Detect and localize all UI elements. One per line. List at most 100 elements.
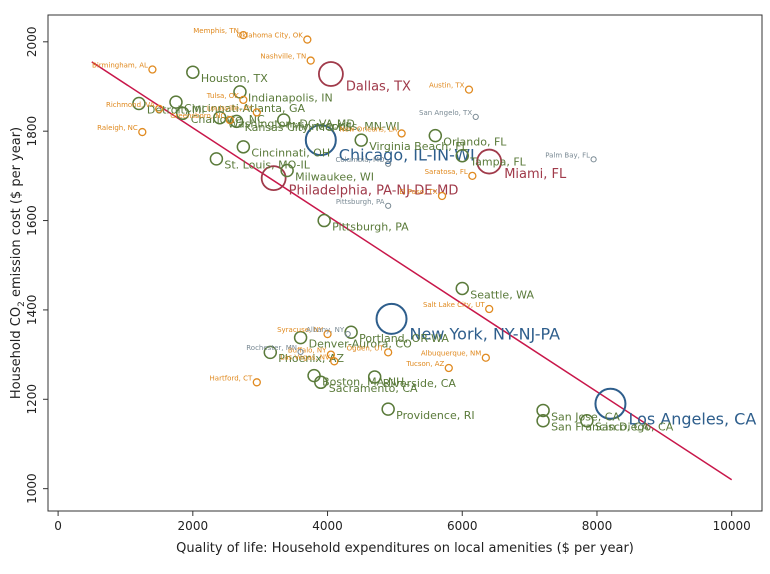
- point-label: Providence, RI: [396, 409, 474, 422]
- point-label: Albany, NY: [306, 326, 345, 334]
- point-marker: [236, 140, 251, 154]
- point-marker: [252, 108, 261, 117]
- point-marker: [536, 413, 550, 428]
- point-label: Philadelphia, PA-NJ-DE-MD: [289, 184, 459, 199]
- point-label: Tucson, AZ: [405, 360, 444, 368]
- point-marker: [594, 387, 627, 420]
- point-label: Las Vegas, NV: [280, 353, 330, 361]
- point-label: Virginia Beach, FL: [369, 140, 468, 153]
- point-marker: [317, 213, 331, 228]
- point-marker: [367, 370, 382, 384]
- x-tick-label: 10000: [713, 519, 751, 533]
- point-marker: [437, 191, 447, 201]
- y-axis-ticks: 1000 1200 1400 1600 1800 2000: [25, 27, 48, 504]
- point-marker: [277, 113, 291, 127]
- point-label: Cincinnati, OH: [251, 147, 330, 160]
- point-label: Richmond, VA: [106, 101, 155, 109]
- point-label: Oklahoma City, OK: [237, 32, 304, 40]
- point-marker: [428, 128, 443, 143]
- point-label: Albuquerque, NM: [421, 350, 481, 358]
- point-marker: [318, 61, 344, 87]
- point-label: Pittsburgh, PA: [336, 198, 385, 206]
- point-marker: [239, 95, 248, 105]
- point-marker: [293, 330, 308, 345]
- point-label: Pittsburgh, PA: [332, 220, 409, 233]
- point-marker: [239, 30, 248, 40]
- point-marker: [229, 114, 244, 129]
- point-marker: [468, 171, 477, 181]
- point-marker: [464, 85, 474, 94]
- point-label: New Orleans, LA: [339, 125, 397, 133]
- point-label: Sacramento, CA: [329, 382, 418, 395]
- point-marker: [175, 106, 190, 121]
- point-marker: [384, 348, 393, 357]
- point-marker: [385, 160, 392, 167]
- x-axis-label: Quality of life: Household expenditures …: [176, 541, 634, 556]
- point-label: Buffalo, NY: [288, 347, 327, 355]
- point-label: Saratosa, FL: [425, 168, 468, 176]
- point-marker: [444, 363, 453, 373]
- point-marker: [314, 375, 328, 390]
- point-label: Columbia, MO: [335, 156, 385, 164]
- point-label: Charlotte, NC: [191, 113, 265, 126]
- y-tick-label: 1200: [25, 384, 39, 415]
- point-marker: [397, 129, 406, 138]
- point-label: St. Louis, MO-IL: [224, 159, 310, 172]
- point-marker: [186, 65, 200, 79]
- x-tick-label: 2000: [178, 519, 209, 533]
- point-label: Orlando, FL: [443, 135, 507, 148]
- point-label: San Diego, CA: [595, 421, 674, 434]
- point-marker: [303, 35, 312, 44]
- y-axis-label: Household CO2 emission cost ($ per year): [9, 127, 27, 399]
- y-axis-label-rest: emission cost ($ per year): [9, 127, 24, 301]
- y-tick-label: 1800: [25, 116, 39, 147]
- x-tick-label: 6000: [447, 519, 478, 533]
- point-label: San Francisco, CA: [551, 421, 649, 434]
- point-marker: [455, 149, 470, 163]
- point-marker: [472, 113, 479, 120]
- y-axis-label-main: Household CO: [9, 307, 24, 399]
- point-label: Louisville, KY: [207, 104, 253, 112]
- point-marker: [476, 148, 503, 175]
- point-label: Nashville, TN: [260, 53, 306, 61]
- point-marker: [485, 304, 494, 314]
- point-label: Kansas City, MO-KS: [245, 121, 353, 134]
- x-tick-label: 8000: [582, 519, 613, 533]
- point-label: Portland, OR-WA: [359, 332, 449, 345]
- point-marker: [330, 357, 339, 366]
- y-axis-label-subscript: 2: [17, 301, 27, 307]
- point-marker: [209, 152, 224, 166]
- point-marker: [213, 111, 227, 125]
- point-label: Washington, DC-VA-MD: [228, 118, 355, 131]
- point-label: Milwaukee, WI: [295, 170, 374, 183]
- point-label: Miami, FL: [504, 167, 567, 182]
- point-marker: [263, 345, 278, 360]
- point-marker: [169, 95, 183, 109]
- point-label: Tampa, FL: [469, 156, 526, 169]
- point-label: Seattle, WA: [470, 288, 534, 301]
- point-label: Hartford, CT: [210, 374, 253, 382]
- point-marker: [260, 165, 287, 191]
- point-label: Memphis, TN: [193, 27, 239, 35]
- x-axis-ticks: 0 2000 4000 6000 8000 10000: [54, 511, 751, 533]
- point-marker: [225, 115, 235, 125]
- y-tick-label: 1000: [25, 473, 39, 504]
- point-marker: [481, 353, 490, 362]
- point-marker: [304, 124, 337, 157]
- point-label: Minneapolis, MN-WI: [292, 120, 400, 133]
- point-marker: [148, 65, 157, 74]
- y-tick-label: 1600: [25, 205, 39, 236]
- point-label: Riverside, CA: [383, 377, 457, 390]
- data-points: Los Angeles, CA New York, NY-NJ-PA Chicago…: [92, 27, 756, 433]
- point-label: San Jose, CA: [551, 410, 620, 423]
- point-label: Los Angeles, CA: [628, 409, 756, 428]
- point-label: Cincinnati-Atlanta, GA: [184, 102, 306, 115]
- point-label: Syracuse, NY: [277, 326, 324, 334]
- point-label: Palm Bay, FL: [545, 151, 590, 159]
- point-label: San Angelo, TX: [419, 109, 472, 117]
- point-label: Salt Lake City, UT: [423, 301, 485, 309]
- point-marker: [590, 156, 597, 163]
- point-marker: [154, 104, 164, 113]
- point-label: Greensboro, NC: [170, 112, 225, 120]
